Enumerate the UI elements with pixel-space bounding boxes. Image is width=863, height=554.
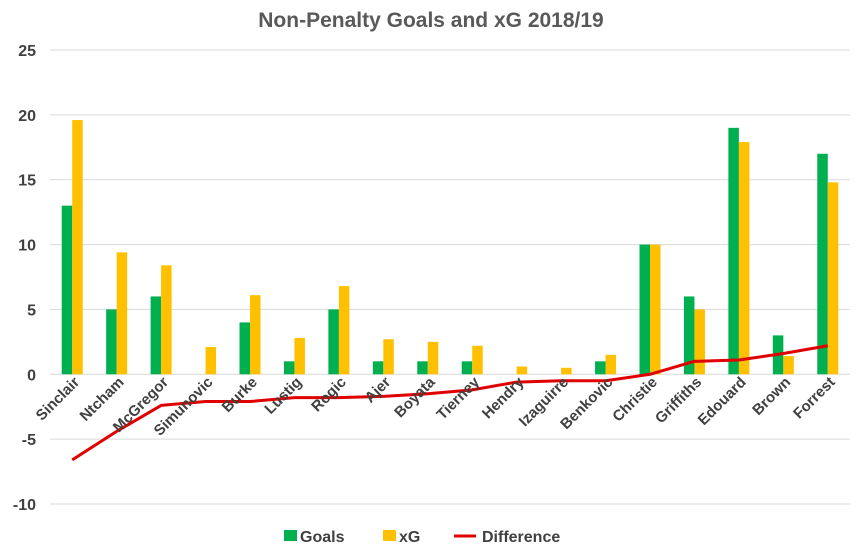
bar-goals-burke [239,322,250,375]
bar-xg-forrest [827,182,839,375]
x-tick-label: Edouard [695,374,750,429]
bar-goals-ajer [372,361,384,375]
bar-xg-izaguirre [561,367,572,375]
y-tick-label: 25 [18,43,36,60]
x-tick-label: Ajer [362,374,395,407]
bar-xg-mcgregor [161,265,172,375]
x-tick-label: Rogic [308,374,349,415]
y-tick-label: 15 [18,173,36,190]
bar-goals-christie [639,244,650,375]
bar-goals-sinclair [61,205,73,375]
bar-xg-benkovic [605,354,617,375]
bar-xg-ajer [383,339,394,375]
bar-xg-burke [250,295,261,375]
bar-goals-tierney [461,361,473,375]
bar-goals-griffiths [683,296,695,375]
line-difference [71,344,829,462]
bar-goals-boyata [417,361,428,375]
bar-xg-brown [783,356,794,375]
bar-goals-edouard [728,127,739,375]
bar-xg-ntcham [116,252,128,375]
bar-xg-hendry [516,366,528,375]
bar-goals-lustig [283,361,295,375]
bar-goals-ntcham [106,309,117,375]
y-tick-label: 20 [18,108,36,125]
x-tick-label: Brown [749,374,794,419]
bar-xg-simunovic [205,347,217,375]
y-tick-label: 5 [27,302,36,319]
gridlines [50,49,850,505]
legend: Goals xG Difference [284,529,560,546]
chart-title: Non-Penalty Goals and xG 2018/19 [258,9,603,32]
difference-line-group [71,344,829,462]
bar-xg-rogic [338,286,350,375]
bar-xg-christie [650,244,661,375]
y-tick-label: 10 [18,238,36,255]
y-axis-tick-labels: 25 20 15 10 5 0 -5 -10 [13,43,36,514]
x-tick-label: Tierney [433,373,483,423]
x-tick-label: Boyata [391,373,439,421]
bar-xg-boyata [427,341,439,375]
legend-label-difference: Difference [482,529,560,546]
x-tick-label: Burke [219,374,261,416]
x-tick-label: Sinclair [33,374,83,424]
bar-xg-lustig [294,337,305,375]
y-tick-label: -5 [22,432,36,449]
bar-goals-benkovic [595,361,606,375]
legend-label-xg: xG [399,529,420,546]
y-tick-label: -10 [13,497,36,514]
x-tick-label: Lustig [261,374,305,418]
legend-label-goals: Goals [300,529,345,546]
legend-swatch-xg [383,530,396,541]
bar-xg-griffiths [694,309,705,375]
bar-xg-tierney [472,345,483,375]
bars [61,120,839,375]
bar-goals-mcgregor [150,296,162,375]
bar-goals-rogic [328,309,339,375]
y-tick-label: 0 [27,367,36,384]
bar-xg-edouard [738,142,750,375]
bar-goals-forrest [817,153,828,375]
bar-xg-sinclair [72,120,83,375]
x-tick-label: Forrest [790,374,839,423]
legend-swatch-goals [284,530,297,541]
x-tick-label: Christie [609,374,661,426]
